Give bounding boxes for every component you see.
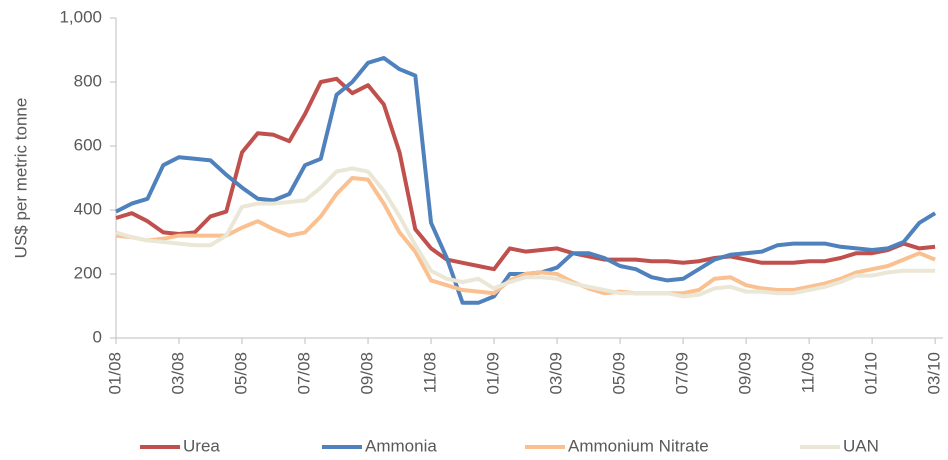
x-tick-label: 11/09 bbox=[799, 352, 818, 393]
legend-label: Ammonia bbox=[365, 436, 437, 455]
y-tick-label: 1,000 bbox=[59, 7, 102, 26]
x-tick-label: 07/09 bbox=[673, 352, 692, 395]
x-tick-label: 01/09 bbox=[484, 352, 503, 395]
x-tick-label: 03/09 bbox=[547, 352, 566, 395]
x-tick-label: 03/10 bbox=[925, 352, 944, 395]
x-tick-label: 09/09 bbox=[736, 352, 755, 395]
series-line bbox=[115, 166, 936, 299]
x-tick-label: 05/08 bbox=[232, 352, 251, 395]
x-tick-label: 07/08 bbox=[295, 352, 314, 395]
x-tick-label: 01/08 bbox=[105, 352, 124, 395]
y-tick-label: 600 bbox=[74, 135, 102, 154]
legend-label: Urea bbox=[183, 436, 220, 455]
legend-label: Ammonium Nitrate bbox=[568, 436, 709, 455]
series-line bbox=[115, 56, 937, 305]
y-tick-label: 800 bbox=[74, 71, 102, 90]
x-tick-label: 01/10 bbox=[862, 352, 881, 395]
series-line bbox=[115, 176, 936, 296]
y-tick-label: 200 bbox=[74, 263, 102, 282]
legend-label: UAN bbox=[843, 436, 879, 455]
series-line bbox=[115, 76, 936, 272]
x-tick-label: 11/08 bbox=[421, 352, 440, 393]
y-tick-label: 0 bbox=[93, 327, 102, 346]
x-tick-label: 03/08 bbox=[168, 352, 187, 395]
y-axis-label: US$ per metric tonne bbox=[11, 98, 30, 259]
x-tick-label: 09/08 bbox=[358, 352, 377, 395]
y-tick-label: 400 bbox=[74, 199, 102, 218]
x-tick-label: 05/09 bbox=[610, 352, 629, 395]
